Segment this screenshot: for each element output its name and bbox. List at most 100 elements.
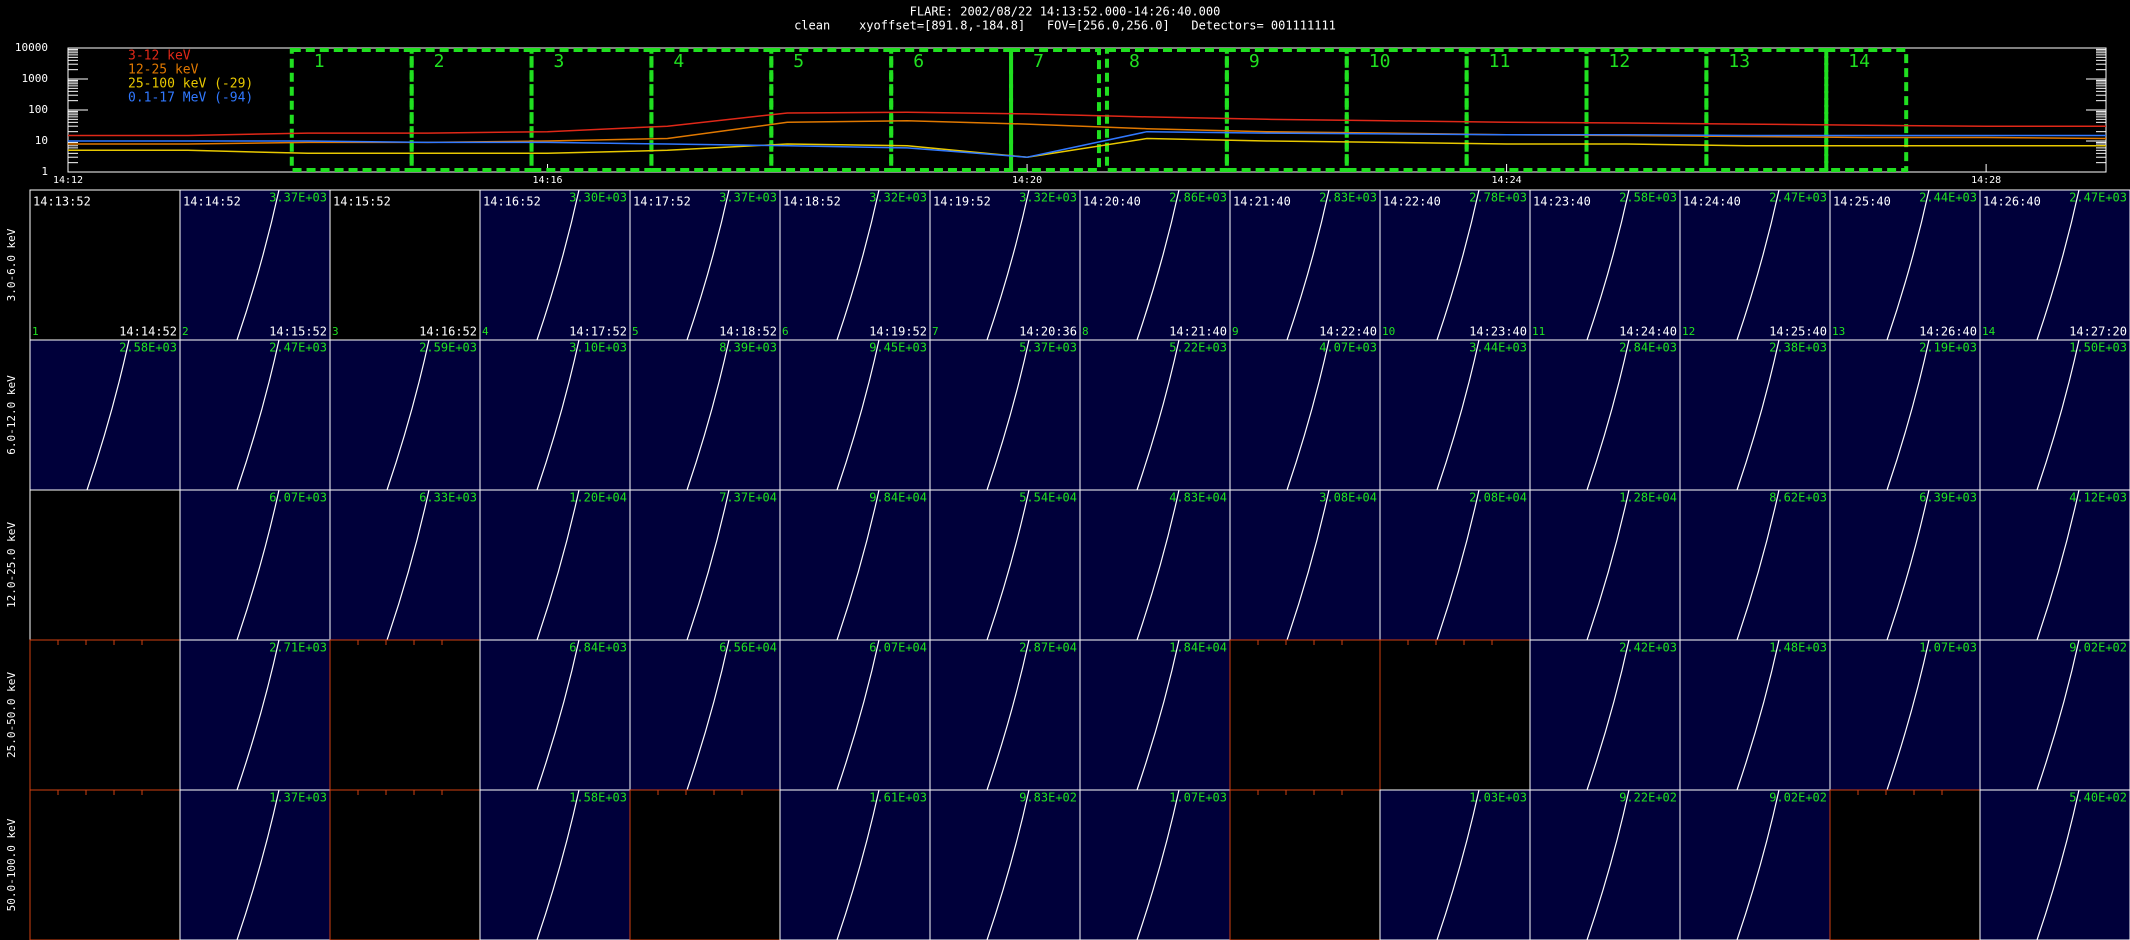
limb: [1586, 789, 1630, 940]
panel-bg: [929, 189, 1081, 341]
max-value: 2.38E+03: [1769, 341, 1827, 355]
start-time: 14:21:40: [1233, 195, 1291, 209]
panel-number: 3: [332, 325, 339, 338]
max-value: 1.07E+03: [1169, 791, 1227, 805]
interval-box: [1344, 48, 1469, 172]
panel: 6.84E+03: [468, 637, 631, 793]
interval-box: [1824, 48, 1909, 172]
panel: [29, 639, 181, 791]
panel-bg: [779, 189, 931, 341]
interval-box: [1104, 48, 1229, 172]
panel: 2.47E+03: [168, 337, 331, 493]
start-time: 14:18:52: [783, 195, 841, 209]
x-tick-label: 14:12: [53, 175, 83, 186]
limb: [236, 789, 280, 940]
panel-bg: [329, 639, 481, 791]
y-tick-label: 1000: [22, 72, 49, 85]
panel-bg: [629, 789, 781, 940]
panel-bg: [479, 189, 631, 341]
panel-bg: [1229, 489, 1381, 641]
panel-number: 5: [632, 325, 639, 338]
max-value: 8.39E+03: [719, 341, 777, 355]
limb: [986, 489, 1030, 641]
interval-number: 2: [434, 51, 445, 72]
y-tick-label: 10: [35, 134, 48, 147]
panel-bg: [1829, 489, 1981, 641]
max-value: 6.84E+03: [569, 641, 627, 655]
interval-box: [1464, 48, 1589, 172]
panel: 2.86E+03 14:20:40 14:21:40 8: [1068, 187, 1231, 343]
limb: [836, 339, 880, 491]
row-label: 3.0-6.0 keV: [5, 228, 18, 301]
series-line: [68, 111, 2106, 137]
interval-box: [769, 48, 894, 172]
panel-bg: [479, 639, 631, 791]
limb: [836, 639, 880, 791]
max-value: 1.37E+03: [269, 791, 327, 805]
panel-number: 9: [1232, 325, 1239, 338]
end-time: 14:23:40: [1469, 325, 1527, 339]
panel: 2.83E+03 14:21:40 14:22:40 9: [1218, 187, 1381, 343]
panel-number: 6: [782, 325, 789, 338]
limb: [1286, 489, 1330, 641]
panel-bg: [629, 189, 781, 341]
end-time: 14:24:40: [1619, 325, 1677, 339]
panel: 1.61E+03: [768, 787, 931, 940]
panel: 8.39E+03: [618, 337, 781, 493]
panel-bg: [479, 789, 631, 940]
legend-label: 0.1-17 MeV (-94): [128, 91, 253, 106]
panel: 6.56E+04: [618, 637, 781, 793]
interval-number: 12: [1609, 51, 1631, 72]
max-value: 2.58E+03: [119, 341, 177, 355]
panel: 1.03E+03: [1368, 787, 1531, 940]
panel: 2.78E+03 14:22:40 14:23:40 10: [1368, 187, 1531, 343]
end-time: 14:17:52: [569, 325, 627, 339]
limb: [2036, 639, 2080, 791]
panel: 2.58E+03 14:23:40 14:24:40 11: [1518, 187, 1681, 343]
panel: [1829, 789, 1981, 940]
panel-bg: [1679, 339, 1831, 491]
panel-bg: [929, 789, 1081, 940]
max-value: 1.20E+04: [569, 491, 627, 505]
limb: [236, 339, 280, 491]
max-value: 9.45E+03: [869, 341, 927, 355]
panel: 9.84E+04: [768, 487, 931, 643]
max-value: 2.42E+03: [1619, 641, 1677, 655]
x-tick-label: 14:16: [532, 175, 562, 186]
limb: [386, 489, 430, 641]
panel-bg: [1529, 339, 1681, 491]
panel-bg: [929, 489, 1081, 641]
panel-bg: [929, 339, 1081, 491]
limb: [1136, 339, 1180, 491]
panel-bg: [1829, 339, 1981, 491]
panel: 9.02E+02: [1668, 787, 1831, 940]
start-time: 14:22:40: [1383, 195, 1441, 209]
panel: [29, 789, 181, 940]
panel-bg: [629, 639, 781, 791]
limb: [536, 339, 580, 491]
legend-label: 25-100 keV (-29): [128, 77, 253, 92]
panel: 1.48E+03: [1679, 639, 1831, 791]
panel-number: 4: [482, 325, 489, 338]
max-value: 5.54E+04: [1019, 491, 1077, 505]
header-line1: FLARE: 2002/08/22 14:13:52.000-14:26:40.…: [910, 5, 1221, 19]
panel: 5.37E+03: [918, 337, 1081, 493]
max-value: 4.83E+04: [1169, 491, 1227, 505]
panel-bg: [179, 339, 331, 491]
interval-number: 4: [673, 51, 684, 72]
max-value: 3.10E+03: [569, 341, 627, 355]
panel-bg: [1529, 639, 1681, 791]
limb: [1586, 489, 1630, 641]
panel: 1.07E+03: [1829, 639, 1981, 791]
limb: [986, 789, 1030, 940]
max-value: 7.37E+04: [719, 491, 777, 505]
limb: [1886, 639, 1930, 791]
panel: [629, 789, 781, 940]
panel-number: 12: [1682, 325, 1695, 338]
panel-bg: [479, 489, 631, 641]
panel: 2.87E+04: [918, 637, 1081, 793]
panel: 2.71E+03: [168, 637, 331, 793]
end-time: 14:19:52: [869, 325, 927, 339]
panel-number: 7: [932, 325, 939, 338]
